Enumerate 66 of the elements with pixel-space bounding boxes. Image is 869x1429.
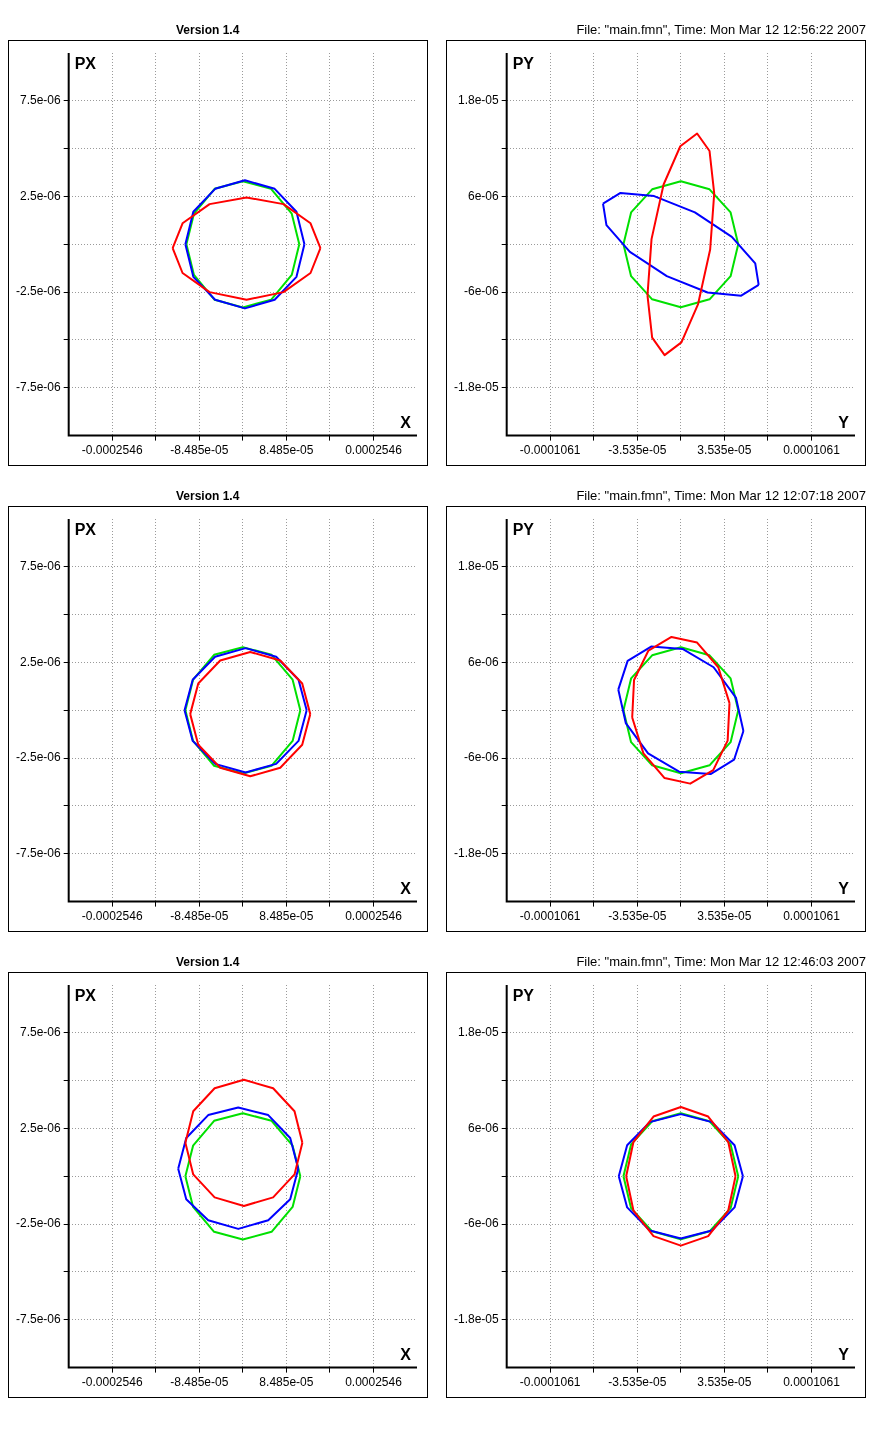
x-tick-label: 8.485e-05 <box>259 1375 314 1390</box>
y-tick-label: -1.8e-05 <box>453 380 500 395</box>
chart-title: File: "main.fmn", Time: Mon Mar 12 12:46:03 2007 <box>575 953 866 971</box>
y-axis-title: PY <box>512 987 535 1005</box>
x-tick-label: -0.0001061 <box>519 909 581 924</box>
y-tick-label: -7.5e-06 <box>15 380 62 395</box>
y-axis-title: PX <box>74 987 97 1005</box>
x-tick-label: 0.0001061 <box>783 1375 841 1390</box>
chart-title: File: "main.fmn", Time: Mon Mar 12 12:56:22 2007 <box>575 21 866 39</box>
x-tick-label: 8.485e-05 <box>259 909 314 924</box>
y-tick-label: -2.5e-06 <box>15 750 62 765</box>
chart-title: Version 1.4 <box>175 22 241 39</box>
x-axis-title: Y <box>838 880 850 898</box>
y-tick-label: 7.5e-06 <box>19 93 62 108</box>
y-tick-label: -1.8e-05 <box>453 846 500 861</box>
x-tick-label: -8.485e-05 <box>170 909 229 924</box>
y-tick-label: 6e-06 <box>467 654 500 669</box>
y-tick-label: 2.5e-06 <box>19 654 62 669</box>
y-tick-label: 6e-06 <box>467 1120 500 1135</box>
chart-title: Version 1.4 <box>175 954 241 971</box>
y-axis-title: PX <box>74 521 97 539</box>
x-tick-label: -0.0002546 <box>81 909 143 924</box>
x-tick-label: -0.0002546 <box>81 1375 143 1390</box>
x-tick-label: -0.0002546 <box>81 443 143 458</box>
y-tick-label: -7.5e-06 <box>15 1312 62 1327</box>
x-tick-label: -3.535e-05 <box>608 1375 667 1390</box>
x-tick-label: -8.485e-05 <box>170 1375 229 1390</box>
y-tick-label: -2.5e-06 <box>15 1216 62 1231</box>
y-tick-label: -2.5e-06 <box>15 284 62 299</box>
y-tick-label: 1.8e-05 <box>457 559 500 574</box>
y-tick-label: 1.8e-05 <box>457 93 500 108</box>
y-tick-label: 1.8e-05 <box>457 1025 500 1040</box>
x-axis-title: X <box>400 1346 412 1364</box>
x-tick-label: -8.485e-05 <box>170 443 229 458</box>
x-tick-label: -0.0001061 <box>519 443 581 458</box>
y-tick-label: 7.5e-06 <box>19 559 62 574</box>
x-tick-label: 3.535e-05 <box>697 909 752 924</box>
y-tick-label: -6e-06 <box>464 1216 500 1231</box>
x-tick-label: 0.0001061 <box>783 909 841 924</box>
x-axis-title: Y <box>838 414 850 432</box>
y-tick-label: 7.5e-06 <box>19 1025 62 1040</box>
x-tick-label: 8.485e-05 <box>259 443 314 458</box>
y-tick-label: 6e-06 <box>467 188 500 203</box>
x-tick-label: 0.0002546 <box>345 1375 403 1390</box>
x-tick-label: 3.535e-05 <box>697 1375 752 1390</box>
x-tick-label: -3.535e-05 <box>608 443 667 458</box>
x-tick-label: 3.535e-05 <box>697 443 752 458</box>
y-tick-label: 2.5e-06 <box>19 1120 62 1135</box>
y-tick-label: -6e-06 <box>464 284 500 299</box>
y-tick-label: -1.8e-05 <box>453 1312 500 1327</box>
x-axis-title: X <box>400 880 412 898</box>
x-tick-label: 0.0001061 <box>783 443 841 458</box>
y-tick-label: -6e-06 <box>464 750 500 765</box>
chart-title: Version 1.4 <box>175 488 241 505</box>
x-axis-title: X <box>400 414 412 432</box>
x-tick-label: 0.0002546 <box>345 909 403 924</box>
y-axis-title: PY <box>512 55 535 73</box>
y-tick-label: -7.5e-06 <box>15 846 62 861</box>
x-tick-label: -0.0001061 <box>519 1375 581 1390</box>
x-tick-label: -3.535e-05 <box>608 909 667 924</box>
chart-title: File: "main.fmn", Time: Mon Mar 12 12:07:18 2007 <box>575 487 866 505</box>
x-axis-title: Y <box>838 1346 850 1364</box>
y-axis-title: PY <box>512 521 535 539</box>
y-tick-label: 2.5e-06 <box>19 188 62 203</box>
y-axis-title: PX <box>74 55 97 73</box>
x-tick-label: 0.0002546 <box>345 443 403 458</box>
